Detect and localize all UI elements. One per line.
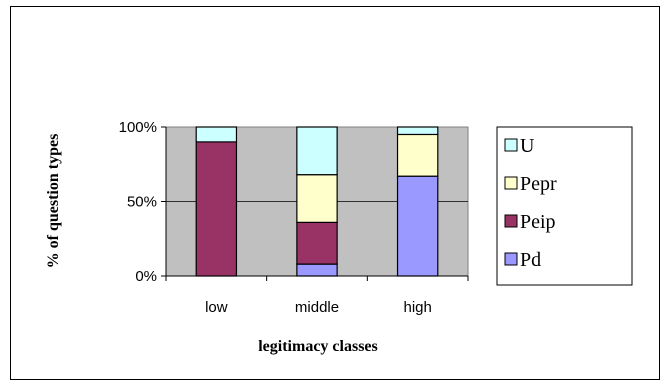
bar-high-Pepr: [396, 133, 439, 177]
legend-swatch-U: [504, 138, 518, 152]
legend-box: [496, 126, 633, 286]
legend-label-Peip: Peip: [520, 211, 556, 233]
bar-middle-Peip: [296, 221, 338, 265]
legend: U Pepr Peip Pd: [496, 126, 633, 286]
x-tick-label: high: [403, 299, 431, 316]
bar-high-Pd: [396, 175, 439, 277]
bar-middle-U: [296, 126, 338, 176]
y-axis-title: % of question types: [45, 134, 62, 269]
bar-high-U: [396, 126, 439, 136]
bar-middle-Pd: [296, 263, 338, 277]
x-axis-title: legitimacy classes: [258, 338, 378, 355]
y-axis: 0% 50% 100%: [119, 119, 167, 285]
legend-swatch-Pepr: [504, 176, 518, 190]
x-axis: low middle high: [165, 275, 469, 316]
x-tick-label: middle: [295, 299, 339, 316]
bars: [195, 126, 439, 277]
bar-low-U: [195, 126, 238, 143]
x-tick-label: low: [205, 299, 228, 316]
y-tick-label: 100%: [119, 119, 157, 136]
legend-label-Pepr: Pepr: [520, 173, 557, 195]
bar-low-Peip: [195, 141, 238, 277]
legend-label-U: U: [520, 135, 535, 157]
y-tick-label: 0%: [135, 268, 157, 285]
legend-label-Pd: Pd: [520, 249, 541, 271]
legend-swatch-Pd: [504, 252, 518, 266]
y-tick-label: 50%: [127, 194, 157, 211]
legend-swatch-Peip: [504, 214, 518, 228]
bar-middle-Pepr: [296, 174, 338, 223]
